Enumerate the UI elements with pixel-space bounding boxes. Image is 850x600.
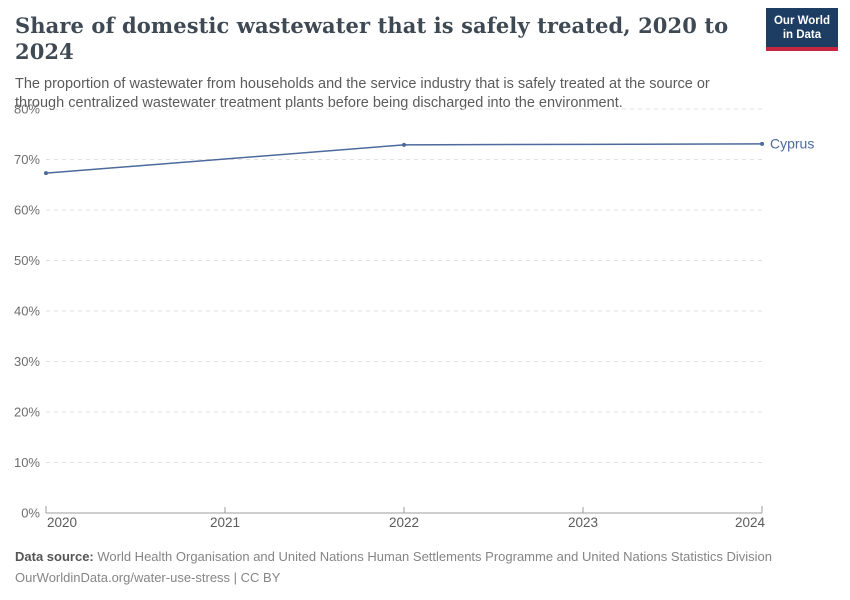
y-tick-label: 20%: [14, 405, 40, 420]
x-tick-label: 2023: [568, 515, 598, 530]
owid-logo-line2: in Data: [782, 29, 822, 42]
line-chart: 0% 10% 20% 30% 40% 50% 60% 70% 80% 2020 2021 2022 20…: [14, 102, 814, 531]
chart-area: 0% 10% 20% 30% 40% 50% 60% 70% 80% 2020 2021 2022 20…: [0, 95, 850, 540]
x-tick-label: 2024: [735, 515, 766, 530]
license-text: | CC BY: [230, 569, 281, 585]
data-point-marker: [760, 141, 764, 146]
datasource-label: Data source:: [15, 549, 94, 564]
x-tick-label: 2021: [210, 515, 240, 530]
datasource-line: Data source: World Health Organisation a…: [15, 547, 772, 568]
y-tick-label: 0%: [21, 506, 40, 521]
x-tick-label: 2020: [47, 515, 77, 530]
header: Share of domestic wastewater that is saf…: [15, 13, 760, 114]
y-tick-label: 10%: [14, 455, 40, 470]
y-tick-label: 50%: [14, 253, 40, 268]
y-tick-label: 80%: [14, 102, 40, 117]
data-point-marker: [402, 142, 406, 147]
owid-logo-line1: Our World: [773, 15, 830, 27]
data-line-cyprus: [45, 143, 763, 174]
footer: Data source: World Health Organisation a…: [15, 547, 772, 589]
data-point-marker: [44, 171, 48, 176]
chart-title: Share of domestic wastewater that is saf…: [15, 13, 729, 65]
x-tick-label: 2022: [389, 515, 419, 530]
chart-subtitle: The proportion of wastewater from househ…: [15, 75, 710, 112]
y-tick-label: 30%: [14, 354, 40, 369]
datasource-text: World Health Organisation and United Nat…: [93, 549, 772, 564]
y-tick-label: 60%: [14, 203, 40, 218]
license-line: OurWorldinData.org/water-use-stress | CC…: [15, 568, 772, 589]
y-tick-label: 70%: [14, 152, 40, 167]
series-label-cyprus: Cyprus: [770, 135, 814, 151]
y-tick-label: 40%: [14, 304, 40, 319]
owid-logo[interactable]: Our World in Data: [765, 8, 838, 51]
owid-url-link[interactable]: OurWorldinData.org/water-use-stress: [15, 569, 231, 585]
